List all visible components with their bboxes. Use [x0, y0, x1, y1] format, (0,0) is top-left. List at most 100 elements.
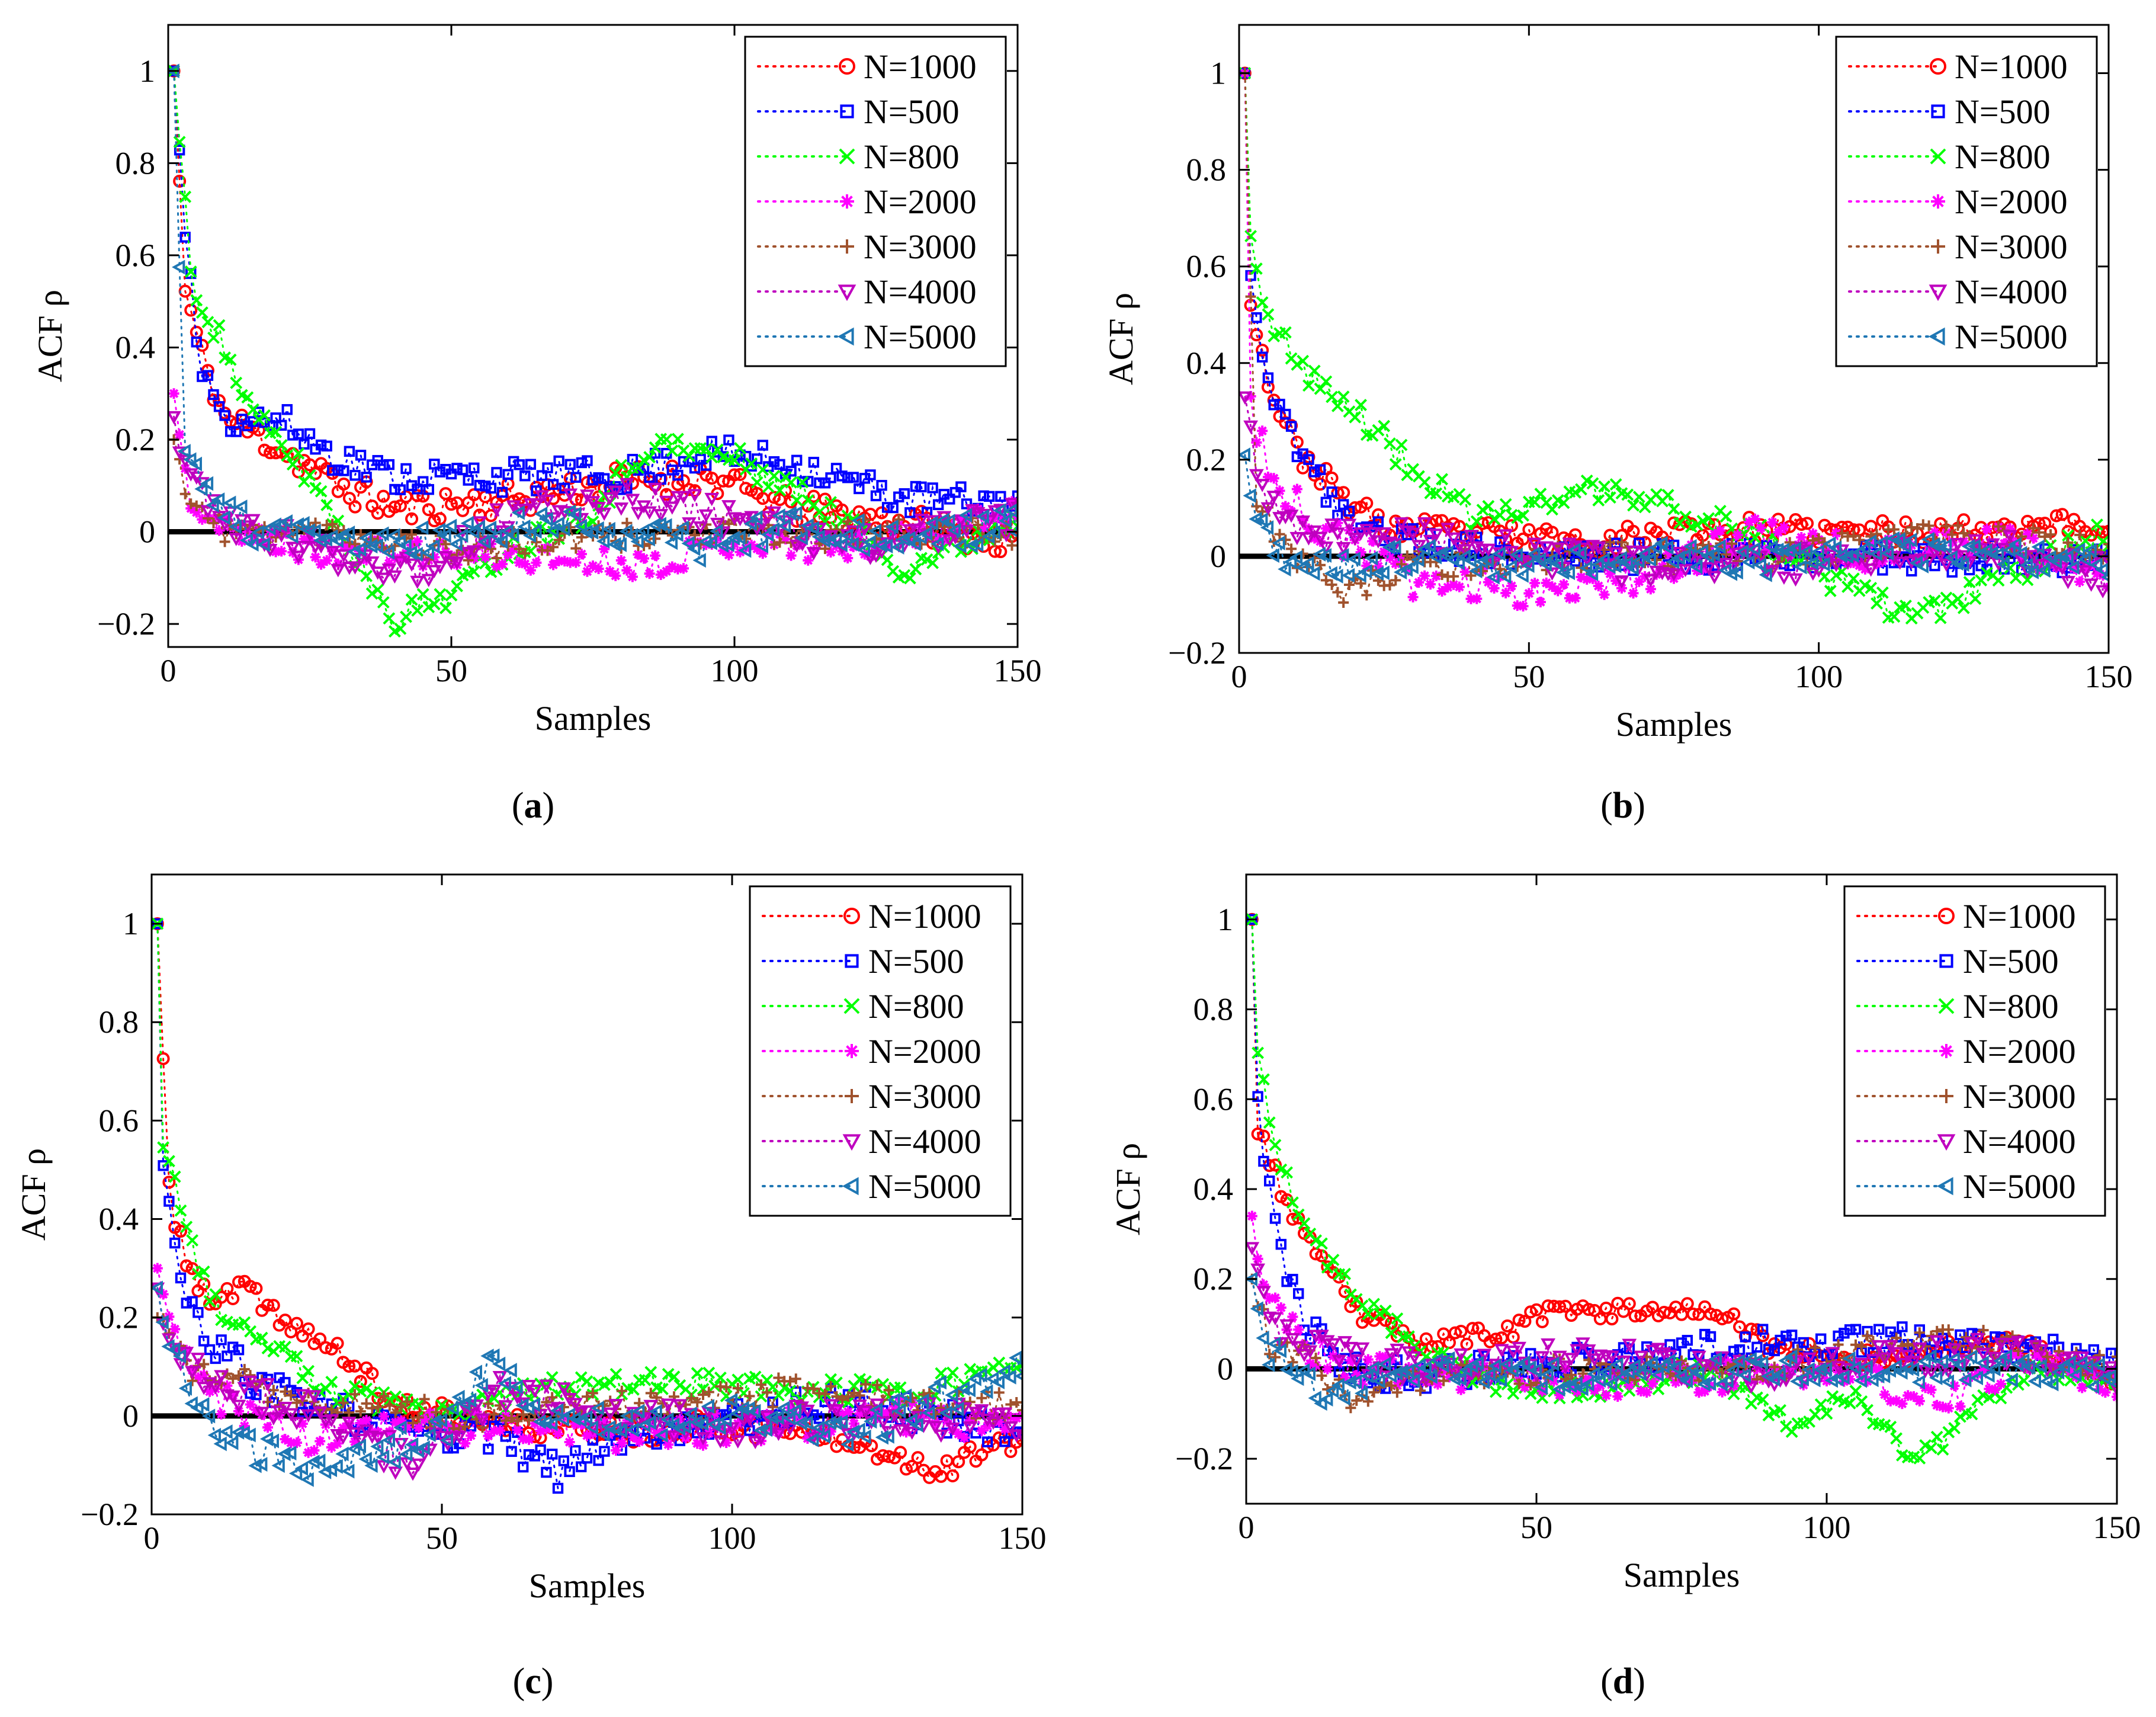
data-point [421, 574, 437, 587]
data-point [241, 391, 254, 404]
legend-label: N=4000 [868, 1122, 981, 1161]
data-point [1009, 1350, 1022, 1366]
data-point [766, 506, 782, 520]
data-point [2071, 542, 2086, 558]
data-point [1780, 1363, 1792, 1374]
data-point [547, 479, 559, 490]
data-point [377, 596, 390, 609]
data-point [208, 517, 219, 528]
data-point [529, 498, 544, 512]
data-point [2039, 531, 2051, 542]
data-point [639, 553, 650, 564]
data-point [1560, 1363, 1571, 1374]
data-point [1726, 538, 1737, 549]
data-point [406, 529, 418, 540]
data-point [1869, 546, 1882, 561]
data-point [1877, 1352, 1892, 1366]
data-point [299, 438, 310, 450]
data-point [364, 539, 378, 554]
data-point [1309, 1247, 1323, 1261]
plot-area [1246, 912, 2117, 1465]
data-point [1763, 1344, 1775, 1355]
data-point [169, 1237, 181, 1249]
data-point [1608, 558, 1622, 574]
data-point [976, 1392, 987, 1404]
data-point [724, 1422, 740, 1436]
data-point [1389, 514, 1403, 528]
data-point [1252, 1253, 1263, 1264]
data-point [757, 548, 768, 559]
data-point [425, 1407, 436, 1418]
data-point [687, 489, 702, 502]
legend-marker [843, 908, 860, 924]
data-point [961, 498, 973, 510]
data-point [502, 549, 514, 560]
legend-item: N=800 [762, 987, 964, 1026]
data-point [2103, 539, 2109, 550]
legend-item: N=1000 [1848, 47, 2068, 86]
data-point [718, 1412, 732, 1427]
data-point [1523, 588, 1535, 599]
data-point [370, 1432, 386, 1446]
data-point [895, 1394, 906, 1405]
data-point [963, 1440, 977, 1453]
data-point [1664, 1368, 1676, 1379]
data-point [542, 462, 553, 473]
data-point [641, 531, 655, 547]
data-point [1015, 1429, 1022, 1443]
data-point [1310, 1316, 1321, 1328]
data-point [1899, 515, 1913, 528]
data-point [1243, 488, 1256, 504]
data-point [1314, 478, 1327, 491]
data-point [256, 1409, 268, 1420]
data-point [840, 528, 854, 543]
data-point [738, 543, 752, 558]
data-point [337, 477, 351, 491]
data-point [1295, 515, 1311, 529]
data-point [842, 553, 854, 564]
data-point [1680, 1297, 1694, 1311]
data-point [1331, 399, 1344, 412]
data-point [242, 1427, 256, 1443]
data-point [1347, 552, 1361, 566]
y-tick-label: 0.4 [1194, 1171, 1234, 1207]
y-tick-label: 0.8 [1186, 152, 1227, 188]
data-point [1351, 1370, 1362, 1381]
data-point [1780, 1330, 1792, 1342]
data-point [1657, 1306, 1671, 1319]
data-point [904, 1412, 917, 1428]
y-tick-label: 0 [139, 514, 155, 550]
data-point [1256, 1286, 1271, 1299]
data-point [692, 1438, 703, 1449]
data-point [1494, 1344, 1509, 1357]
data-point [1388, 539, 1401, 555]
data-point [1788, 542, 1801, 557]
data-point [519, 548, 531, 559]
data-point [1613, 550, 1628, 566]
data-point [914, 514, 929, 527]
data-point [1444, 1372, 1455, 1383]
data-point [1260, 520, 1274, 535]
x-axis-label: Samples [535, 699, 652, 738]
data-point [2088, 1344, 2100, 1356]
data-point [316, 559, 327, 570]
data-point [608, 1399, 624, 1412]
data-point [907, 536, 922, 552]
data-point [1589, 1385, 1600, 1396]
data-point [825, 547, 836, 558]
data-point [1990, 1384, 2001, 1395]
legend-item: N=500 [762, 942, 964, 981]
data-point [381, 545, 395, 560]
data-point [628, 1431, 639, 1443]
data-point [1004, 503, 1018, 518]
data-point [1940, 527, 1952, 539]
data-point [1448, 539, 1459, 550]
data-point [811, 1420, 825, 1436]
data-point [761, 1408, 772, 1420]
data-point [749, 510, 763, 526]
data-point [1590, 557, 1604, 572]
data-point [2032, 559, 2046, 572]
data-point [1828, 559, 1844, 572]
x-tick-label: 0 [1231, 659, 1247, 694]
data-point [285, 528, 299, 544]
